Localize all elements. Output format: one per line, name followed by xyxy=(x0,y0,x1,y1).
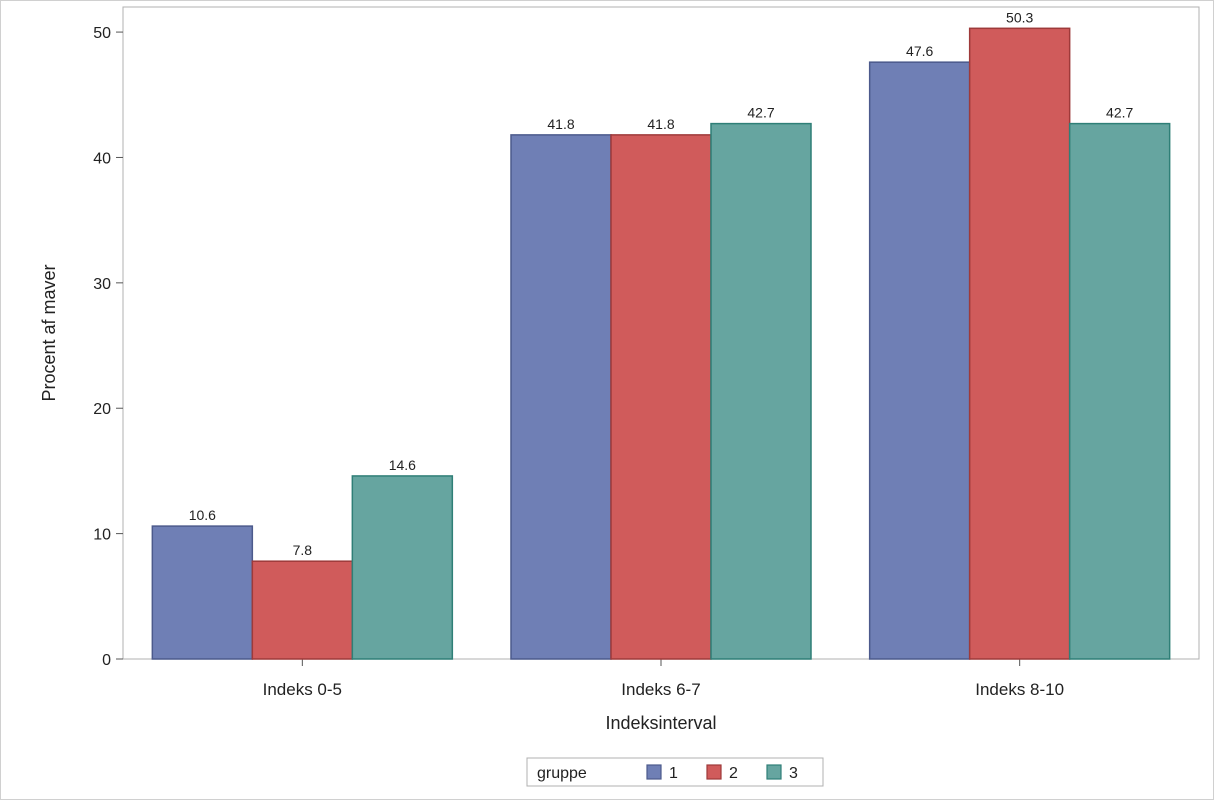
legend-swatch xyxy=(706,764,722,780)
y-tick-label: 30 xyxy=(93,276,111,293)
x-category-label: Indeks 0-5 xyxy=(263,680,342,699)
y-tick-label: 50 xyxy=(93,25,111,42)
x-axis: Indeks 0-5 Indeks 6-7 Indeks 8-10 xyxy=(263,659,1064,699)
x-category-label: Indeks 6-7 xyxy=(621,680,700,699)
data-labels: 10.6 7.8 14.6 41.8 41.8 42.7 47.6 50.3 42.7 xyxy=(189,9,1134,558)
y-tick-label: 40 xyxy=(93,150,111,167)
legend-label: 2 xyxy=(729,765,738,782)
bar xyxy=(151,525,254,660)
data-label: 41.8 xyxy=(647,116,674,132)
bar xyxy=(251,560,354,660)
data-label: 42.7 xyxy=(1106,105,1133,121)
bar xyxy=(610,134,712,660)
bar xyxy=(351,475,454,660)
data-label: 50.3 xyxy=(1006,9,1033,25)
data-label: 14.6 xyxy=(389,457,416,473)
y-axis: 0 10 20 30 40 50 xyxy=(93,25,123,669)
bar xyxy=(868,61,971,660)
legend-label: 3 xyxy=(789,765,798,782)
data-label: 10.6 xyxy=(189,507,216,523)
x-category-label: Indeks 8-10 xyxy=(975,680,1064,699)
data-label: 41.8 xyxy=(547,116,574,132)
legend: gruppe 1 2 3 xyxy=(526,757,824,787)
data-label: 42.7 xyxy=(747,105,774,121)
bars xyxy=(151,27,1171,660)
x-axis-title: Indeksinterval xyxy=(605,713,716,733)
y-tick-label: 20 xyxy=(93,401,111,418)
bar xyxy=(968,27,1071,660)
y-tick-label: 0 xyxy=(102,652,111,669)
y-tick-label: 10 xyxy=(93,527,111,544)
legend-swatch xyxy=(646,764,662,780)
data-label: 47.6 xyxy=(906,43,933,59)
legend-title: gruppe xyxy=(537,765,587,782)
bar xyxy=(1068,122,1171,660)
bar xyxy=(710,122,812,660)
bar xyxy=(510,134,612,660)
y-axis-title: Procent af maver xyxy=(39,264,59,401)
data-label: 7.8 xyxy=(293,542,313,558)
legend-label: 1 xyxy=(669,765,678,782)
legend-swatch xyxy=(766,764,782,780)
